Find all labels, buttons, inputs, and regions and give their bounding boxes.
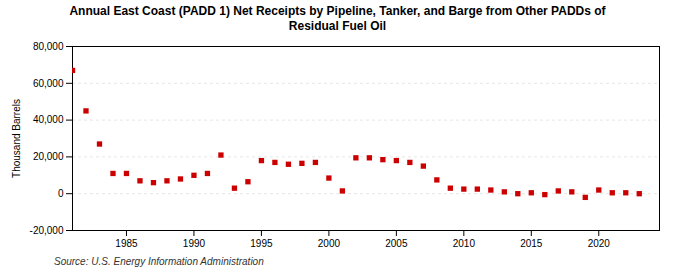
svg-text:-20,000: -20,000 — [30, 225, 64, 236]
html-text:Source: U.S. Energy Informatio: Source: U.S. Energy Information Administ… — [54, 256, 264, 267]
svg-text:20,000: 20,000 — [33, 151, 64, 162]
svg-text:40,000: 40,000 — [33, 114, 64, 125]
svg-text:2010: 2010 — [453, 238, 476, 249]
svg-text:60,000: 60,000 — [33, 78, 64, 89]
svg-text:2015: 2015 — [520, 238, 543, 249]
svg-text:1995: 1995 — [250, 238, 273, 249]
html-text:Annual East Coast (PADD 1) Net: Annual East Coast (PADD 1) Net Receipts … — [69, 4, 606, 33]
svg-text:2020: 2020 — [588, 238, 611, 249]
svg-text:1985: 1985 — [115, 238, 138, 249]
svg-text:2005: 2005 — [385, 238, 408, 249]
svg-text:80,000: 80,000 — [33, 41, 64, 52]
svg-text:1990: 1990 — [183, 238, 206, 249]
svg-text:0: 0 — [58, 188, 64, 199]
svg-text:2000: 2000 — [318, 238, 341, 249]
svg-text:Thousand Barrels: Thousand Barrels — [11, 99, 22, 178]
